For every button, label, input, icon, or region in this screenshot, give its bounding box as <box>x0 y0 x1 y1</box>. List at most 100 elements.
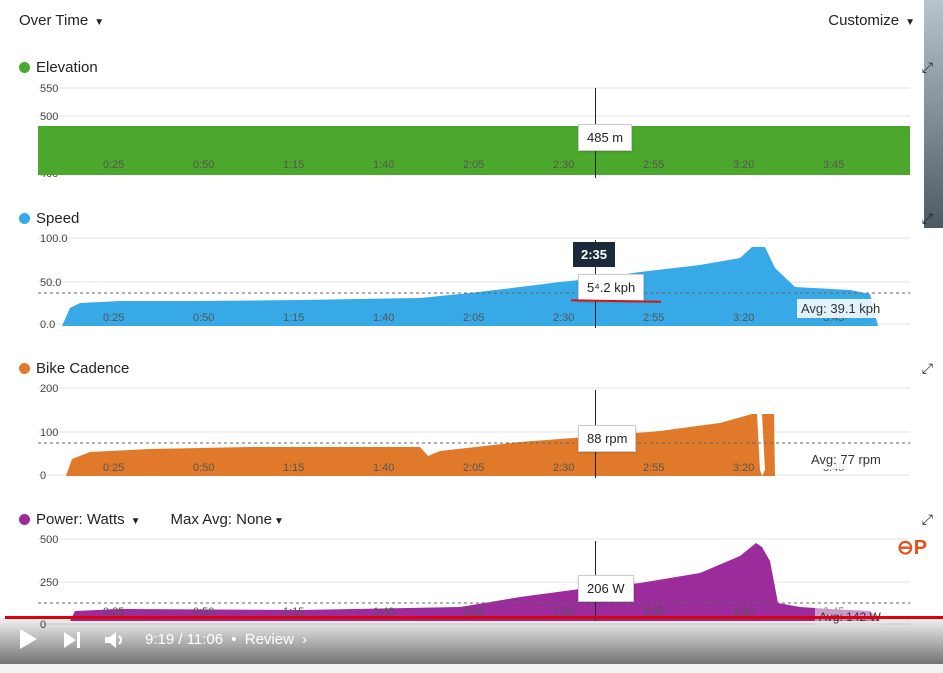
y-tick-label: 500 <box>40 534 58 546</box>
power-title-label: Power: Watts <box>36 511 125 528</box>
y-tick-label: 0.0 <box>40 319 55 331</box>
x-tick-label: 2:30 <box>553 606 574 618</box>
y-tick-label: 50.0 <box>40 277 61 289</box>
y-tick-label: 550 <box>40 83 58 95</box>
elevation-tooltip: 485 m <box>578 124 633 151</box>
video-time-display: 9:19 / 11:06 • Review › <box>145 631 307 648</box>
x-tick-label: 0:25 <box>103 312 124 324</box>
cadence-tooltip: 88 rpm <box>578 425 637 452</box>
view-dropdown[interactable]: Over Time ▼ <box>19 12 104 29</box>
elevation-area <box>38 126 910 175</box>
view-dropdown-label: Over Time <box>19 12 89 29</box>
chapter-link[interactable]: Review <box>244 631 294 648</box>
x-tick-label: 3:20 <box>733 312 754 324</box>
y-tick-label: 100 <box>40 427 58 439</box>
power-dot <box>19 514 30 525</box>
x-tick-label: 2:30 <box>553 312 574 324</box>
x-tick-label: 1:40 <box>373 606 394 618</box>
cadence-avg-label: Avg: 77 rpm <box>807 450 885 469</box>
brand-logo: ⊖P <box>897 537 928 559</box>
cadence-chart: 20010000:250:501:151:402:052:302:553:203… <box>38 383 910 482</box>
cadence-area <box>38 414 775 476</box>
elevation-chart: 5505004504000:250:501:151:402:052:302:55… <box>38 83 910 180</box>
y-tick-label: 200 <box>40 383 58 395</box>
customize-dropdown[interactable]: Customize ▼ <box>828 12 915 29</box>
x-tick-label: 0:25 <box>103 159 124 171</box>
expand-icon[interactable]: ⤢ <box>921 59 933 75</box>
x-tick-label: 3:20 <box>733 462 754 474</box>
x-tick-label: 1:40 <box>373 462 394 474</box>
cursor-time-badge: 2:35 <box>573 242 616 267</box>
x-tick-label: 2:55 <box>643 606 664 618</box>
x-tick-label: 2:05 <box>463 159 484 171</box>
cadence-title: Bike Cadence <box>19 360 129 377</box>
x-tick-label: 1:15 <box>283 462 304 474</box>
side-video-thumbnail <box>924 0 943 228</box>
play-icon <box>20 629 37 649</box>
x-tick-label: 2:55 <box>643 462 664 474</box>
x-tick-label: 1:15 <box>283 312 304 324</box>
y-tick-label: 500 <box>40 111 58 123</box>
x-tick-label: 2:30 <box>553 462 574 474</box>
x-tick-label: 3:20 <box>733 159 754 171</box>
elevation-title-label: Elevation <box>36 59 98 76</box>
power-tooltip: 206 W <box>578 575 634 602</box>
x-tick-label: 1:15 <box>283 606 304 618</box>
video-player-controls: 9:19 / 11:06 • Review › <box>0 618 943 664</box>
expand-icon[interactable]: ⤢ <box>921 360 933 376</box>
x-tick-label: 3:45 <box>823 159 844 171</box>
speed-area <box>38 247 878 326</box>
x-tick-label: 0:50 <box>193 159 214 171</box>
customize-label: Customize <box>828 12 900 29</box>
x-tick-label: 2:55 <box>643 312 664 324</box>
elevation-dot <box>19 62 30 73</box>
x-tick-label: 1:40 <box>373 159 394 171</box>
power-title: Power: Watts ▼ Max Avg: None ▼ <box>19 511 284 528</box>
chevron-down-icon: ▼ <box>274 516 284 527</box>
x-tick-label: 0:25 <box>103 606 124 618</box>
x-tick-label: 0:50 <box>193 312 214 324</box>
volume-icon <box>105 632 122 648</box>
y-tick-label: 0 <box>40 470 46 482</box>
skip-next-icon <box>64 632 80 648</box>
volume-button[interactable] <box>104 630 126 655</box>
chevron-down-icon: ▼ <box>130 516 141 527</box>
speed-dot <box>19 213 30 224</box>
video-time: 9:19 / 11:06 <box>145 631 224 648</box>
x-tick-label: 1:15 <box>283 159 304 171</box>
x-tick-label: 2:05 <box>463 606 484 618</box>
y-tick-label: 100.0 <box>40 233 68 245</box>
cadence-dot <box>19 363 30 374</box>
play-button[interactable] <box>18 628 38 655</box>
x-tick-label: 2:05 <box>463 312 484 324</box>
x-tick-label: 2:30 <box>553 159 574 171</box>
y-tick-label: 250 <box>40 577 58 589</box>
x-tick-label: 0:25 <box>103 462 124 474</box>
maxavg-dropdown[interactable]: Max Avg: None ▼ <box>171 511 284 528</box>
speed-title: Speed <box>19 210 79 227</box>
bottom-strip <box>0 664 943 673</box>
chevron-right-icon[interactable]: › <box>302 631 308 648</box>
expand-icon[interactable]: ⤢ <box>921 511 933 527</box>
x-tick-label: 1:40 <box>373 312 394 324</box>
power-dropdown[interactable]: Power: Watts ▼ <box>36 511 141 528</box>
expand-icon[interactable]: ⤢ <box>921 210 933 226</box>
power-area <box>38 543 880 621</box>
maxavg-label: Max Avg: None <box>170 511 272 528</box>
speed-avg-label: Avg: 39.1 kph <box>797 299 885 318</box>
x-tick-label: 0:50 <box>193 462 214 474</box>
speed-tooltip: 5⁴.2 kph <box>578 274 645 301</box>
separator: • <box>231 631 237 648</box>
cadence-title-label: Bike Cadence <box>36 360 130 377</box>
speed-title-label: Speed <box>36 210 80 227</box>
video-progress-bar[interactable] <box>5 616 943 619</box>
speed-chart: 100.0 50.0 0.0 0:25 0:50 1:15 1:40 2:05 2:30 2:55… <box>38 233 910 331</box>
x-tick-label: 0:50 <box>193 606 214 618</box>
chevron-down-icon: ▼ <box>905 17 915 28</box>
chart-header: Over Time ▼ Customize ▼ <box>0 0 943 40</box>
x-tick-label: 3:20 <box>733 606 754 618</box>
x-tick-label: 2:05 <box>463 462 484 474</box>
elevation-title: Elevation <box>19 59 98 76</box>
next-button[interactable] <box>63 631 81 654</box>
x-tick-label: 2:55 <box>643 159 664 171</box>
